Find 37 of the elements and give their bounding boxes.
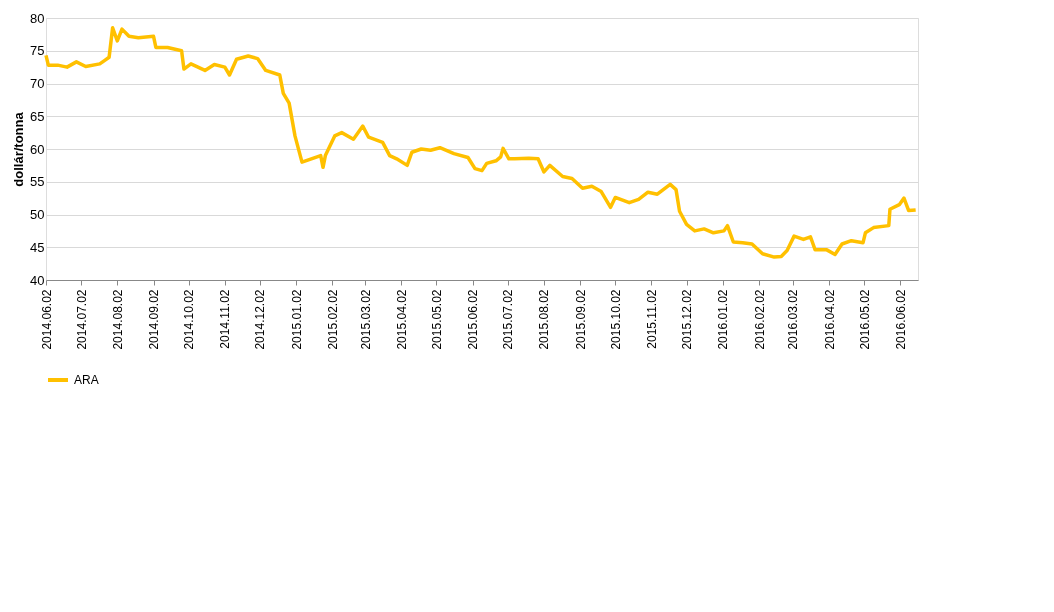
y-axis-title: dollár/tonna	[11, 111, 27, 187]
x-tick-label: 2015.03.02	[358, 289, 373, 350]
x-tick-label: 2014.06.02	[39, 289, 54, 350]
y-tick-label: 45	[30, 239, 45, 255]
x-tick-label: 2016.02.02	[752, 289, 767, 350]
y-tick-label: 75	[30, 43, 45, 59]
x-tick-label: 2015.07.02	[501, 289, 516, 350]
x-tick-label: 2014.08.02	[110, 289, 125, 350]
x-tick-label: 2014.12.02	[253, 289, 268, 350]
x-tick-label: 2014.09.02	[147, 289, 162, 350]
y-tick-label: 55	[30, 174, 45, 190]
x-tick-label: 2016.01.02	[716, 289, 731, 350]
x-tick-label: 2014.10.02	[182, 289, 197, 350]
x-tick-label: 2015.06.02	[466, 289, 481, 350]
x-tick-label: 2014.11.02	[218, 289, 233, 349]
y-tick-label: 65	[30, 108, 45, 124]
x-tick-label: 2015.05.02	[429, 289, 444, 350]
x-tick-label: 2015.09.02	[573, 289, 588, 350]
y-tick-label: 70	[30, 76, 45, 91]
x-tick-label: 2015.11.02	[644, 289, 659, 349]
x-tick-label: 2014.07.02	[74, 289, 89, 350]
x-tick-label: 2016.05.02	[857, 289, 872, 350]
x-tick-label: 2015.08.02	[537, 289, 552, 350]
x-tick-label: 2016.06.02	[893, 289, 908, 350]
x-tick-label: 2015.02.02	[325, 289, 340, 350]
x-tick-label: 2016.03.02	[786, 289, 801, 350]
y-tick-label: 40	[30, 272, 45, 288]
legend-label: ARA	[74, 373, 99, 387]
y-tick-label: 80	[30, 10, 45, 26]
y-tick-label: 60	[30, 141, 45, 157]
x-tick-label: 2015.12.02	[680, 289, 695, 350]
x-tick-label: 2015.10.02	[608, 289, 623, 350]
line-series	[44, 26, 918, 259]
x-tick-label: 2015.04.02	[394, 289, 409, 350]
x-tick-label: 2015.01.02	[289, 289, 304, 350]
y-tick-label: 50	[30, 207, 45, 222]
x-tick-label: 2016.04.02	[822, 289, 837, 350]
